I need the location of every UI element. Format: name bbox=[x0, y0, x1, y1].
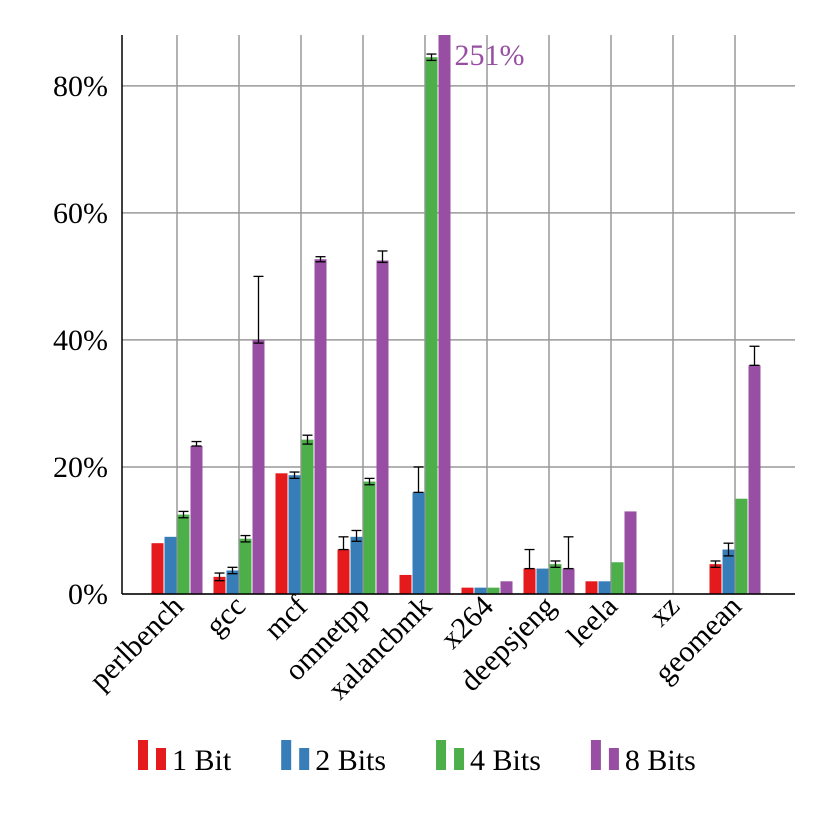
bar bbox=[288, 475, 301, 594]
bar bbox=[611, 562, 624, 594]
y-tick-label: 40% bbox=[53, 324, 108, 357]
y-tick-label: 0% bbox=[68, 578, 108, 611]
bar bbox=[337, 549, 350, 594]
legend-swatch bbox=[281, 740, 292, 770]
legend-label: 1 Bit bbox=[172, 744, 232, 777]
error-bar bbox=[723, 542, 734, 557]
bar bbox=[474, 587, 487, 594]
bar bbox=[350, 536, 363, 594]
y-tick-label: 60% bbox=[53, 197, 108, 230]
legend-item: 2 Bits bbox=[281, 740, 386, 777]
bar bbox=[748, 365, 761, 594]
bar bbox=[562, 568, 575, 594]
legend-swatch bbox=[608, 748, 619, 770]
error-bar bbox=[710, 560, 721, 568]
bar bbox=[624, 511, 637, 594]
error-bar bbox=[426, 53, 437, 62]
y-tick-label: 80% bbox=[53, 70, 108, 103]
bar bbox=[425, 57, 438, 594]
legend-label: 2 Bits bbox=[315, 744, 386, 777]
legend-item: 4 Bits bbox=[436, 740, 541, 777]
error-bar bbox=[524, 548, 535, 570]
error-bar bbox=[302, 434, 313, 445]
bars bbox=[151, 35, 761, 594]
error-bar bbox=[364, 477, 375, 486]
error-bar bbox=[563, 536, 574, 570]
bar bbox=[549, 564, 562, 594]
legend-label: 8 Bits bbox=[625, 744, 696, 777]
bar bbox=[363, 481, 376, 594]
bar bbox=[301, 439, 314, 594]
error-bar bbox=[338, 536, 349, 551]
bar bbox=[252, 339, 265, 594]
bar bbox=[226, 570, 239, 594]
bar bbox=[399, 574, 412, 594]
error-bar bbox=[178, 510, 189, 519]
error-bar bbox=[351, 529, 362, 542]
bar bbox=[412, 492, 425, 594]
error-bar bbox=[289, 471, 300, 480]
error-bar bbox=[749, 345, 760, 366]
error-bar bbox=[413, 466, 424, 494]
bar bbox=[438, 35, 451, 594]
bar bbox=[190, 445, 203, 594]
legend-label: 4 Bits bbox=[470, 744, 541, 777]
value-label: 251% bbox=[455, 39, 525, 72]
error-bar bbox=[550, 560, 561, 568]
error-bar bbox=[315, 256, 326, 263]
error-bar bbox=[253, 275, 264, 344]
legend-swatch bbox=[590, 740, 601, 770]
legend-swatch bbox=[454, 748, 465, 770]
bar bbox=[722, 549, 735, 594]
x-tick-label: xz bbox=[643, 590, 686, 633]
legend-swatch bbox=[436, 740, 447, 770]
bar bbox=[151, 543, 164, 594]
error-bar bbox=[377, 250, 388, 264]
error-bar bbox=[240, 534, 251, 543]
bar bbox=[536, 568, 549, 594]
bar bbox=[735, 498, 748, 594]
legend-swatch bbox=[138, 740, 148, 770]
bar bbox=[585, 581, 598, 594]
bar bbox=[376, 260, 389, 594]
bar bbox=[164, 536, 177, 594]
bar bbox=[487, 587, 500, 594]
bar bbox=[314, 259, 327, 594]
legend-swatch bbox=[156, 748, 166, 770]
bar bbox=[239, 538, 252, 594]
annotations: 0%20%40%60%80%perlbench gcc mcfomnetppxala… bbox=[53, 35, 795, 777]
bar bbox=[461, 587, 474, 594]
error-bar bbox=[227, 566, 238, 575]
y-tick-label: 20% bbox=[53, 451, 108, 484]
x-tick-label: leela bbox=[561, 590, 624, 653]
error-bar bbox=[214, 572, 225, 582]
legend-swatch bbox=[299, 748, 310, 770]
legend-item: 8 Bits bbox=[590, 740, 696, 777]
legend-item: 1 Bit bbox=[138, 740, 232, 777]
bar bbox=[523, 568, 536, 594]
bar bbox=[598, 581, 611, 594]
bar bbox=[709, 564, 722, 594]
x-tick-label: gcc bbox=[199, 590, 252, 643]
bar bbox=[177, 514, 190, 594]
error-bar bbox=[191, 440, 202, 447]
grid bbox=[122, 35, 795, 595]
bar bbox=[500, 581, 513, 594]
bar bbox=[275, 473, 288, 594]
